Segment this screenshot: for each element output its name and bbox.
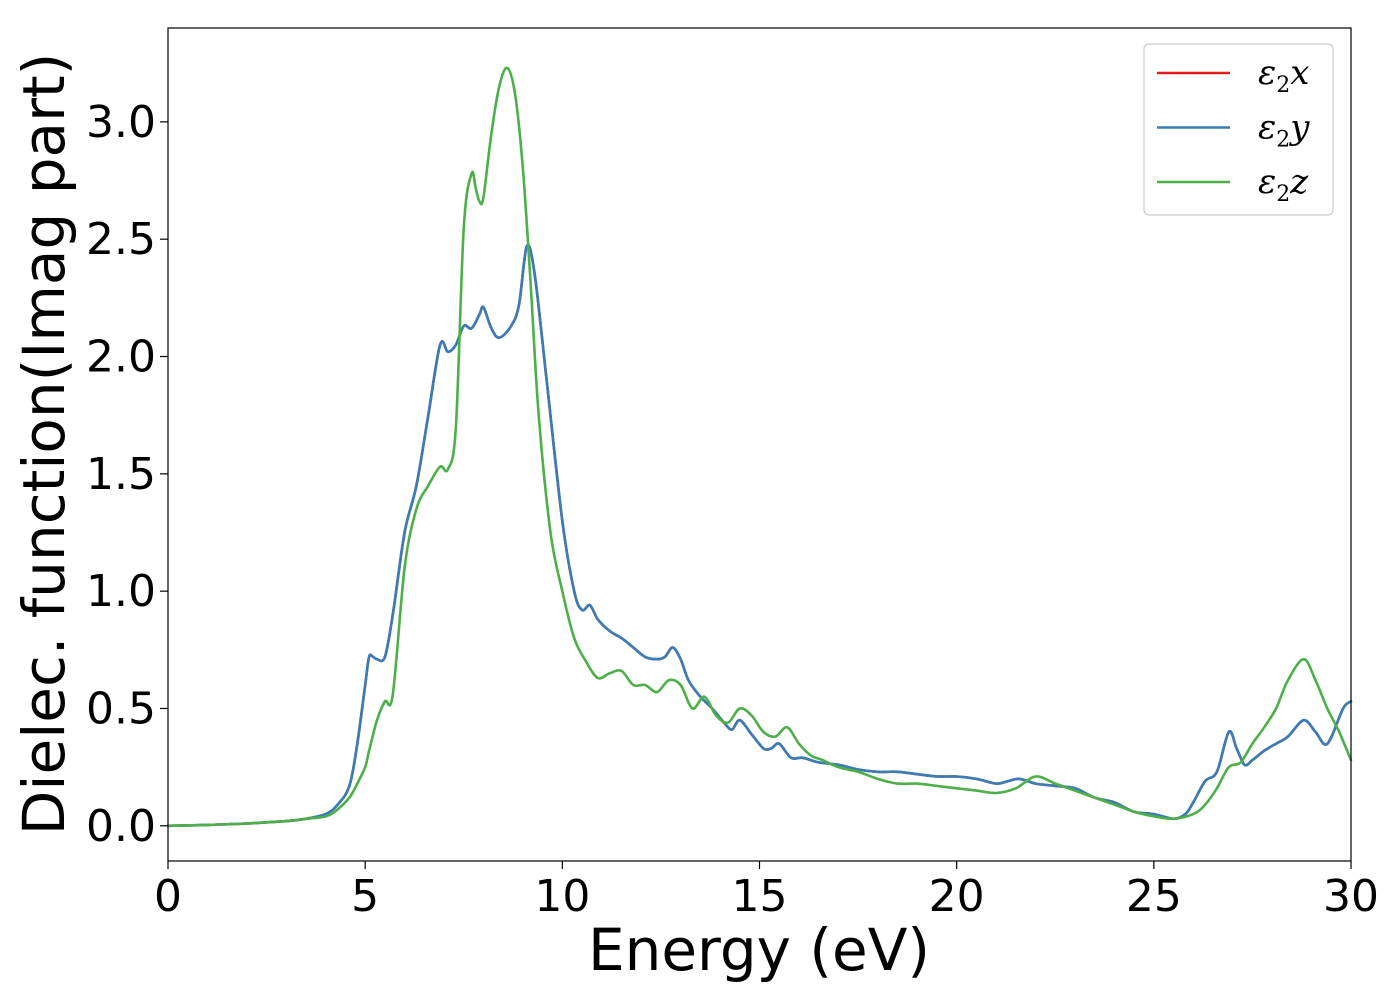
- x-tick-label: 20: [929, 871, 985, 922]
- y-axis-ticks: 0.0 0.5 1.0 1.5 2.0 2.5 3.0: [86, 97, 168, 852]
- x-tick-label: 15: [732, 871, 788, 922]
- y-tick-label: 2.0: [86, 332, 156, 383]
- series-line-z: [166, 66, 1353, 828]
- x-axis-ticks: 0 5 10 15 20 25 30: [154, 861, 1379, 922]
- y-tick-label: 1.5: [86, 449, 156, 500]
- y-tick-label: 0.0: [86, 801, 156, 852]
- y-tick-label: 3.0: [86, 97, 156, 148]
- legend-box: [1143, 43, 1334, 216]
- legend: ε2x ε2y ε2z: [1143, 43, 1334, 216]
- y-tick-label: 0.5: [86, 683, 156, 734]
- x-tick-label: 0: [154, 871, 182, 922]
- y-axis-title: Dielec. function(Imag part): [10, 53, 78, 836]
- x-tick-label: 30: [1323, 871, 1379, 922]
- x-tick-label: 25: [1126, 871, 1182, 922]
- y-tick-label: 2.5: [86, 214, 156, 265]
- x-axis-title: Energy (eV): [588, 916, 930, 984]
- legend-label-z: ε2z: [1258, 162, 1309, 207]
- y-tick-label: 1.0: [86, 566, 156, 617]
- series-layer: [166, 66, 1353, 828]
- legend-label-y: ε2y: [1258, 108, 1310, 153]
- x-tick-label: 10: [534, 871, 590, 922]
- x-tick-label: 5: [351, 871, 379, 922]
- legend-label-x: ε2x: [1258, 53, 1309, 98]
